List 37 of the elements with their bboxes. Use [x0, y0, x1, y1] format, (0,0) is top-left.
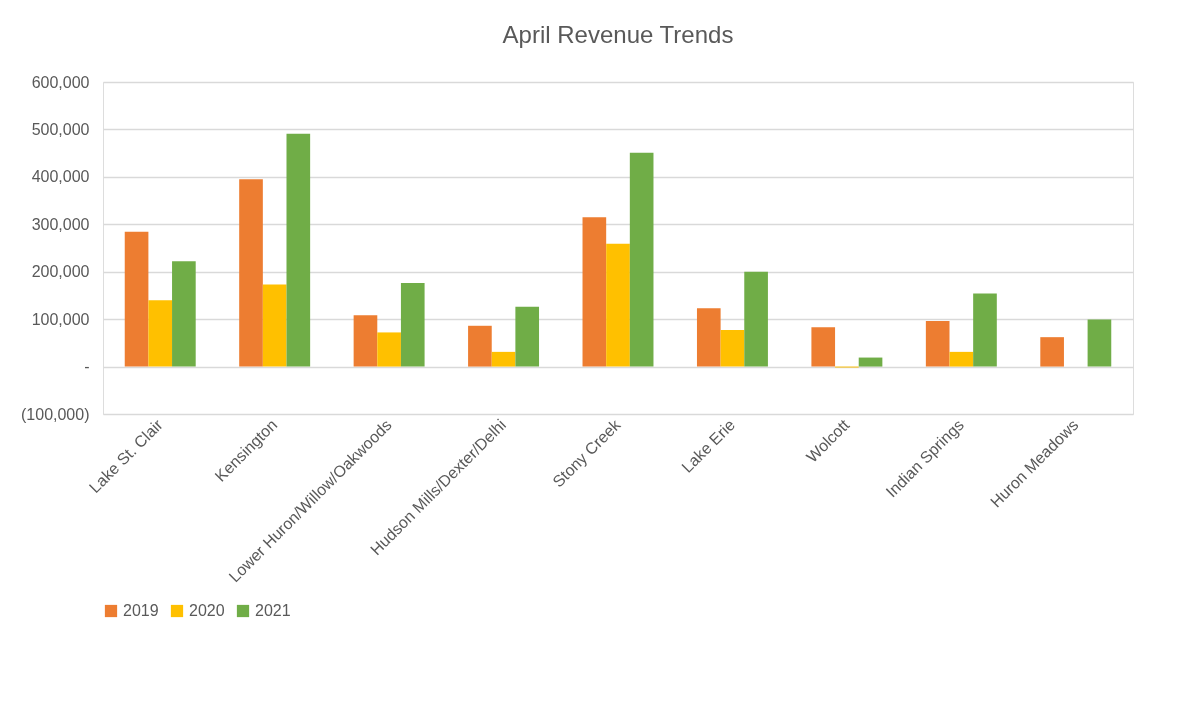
- bar: [1087, 319, 1112, 367]
- legend-label: 2019: [123, 602, 159, 619]
- bar: [172, 261, 196, 367]
- legend-label: 2021: [255, 602, 291, 619]
- bar: [515, 306, 540, 367]
- bar: [720, 330, 745, 367]
- bar: [629, 152, 654, 367]
- bar: [744, 271, 768, 367]
- bar: [262, 284, 287, 367]
- chart-title: April Revenue Trends: [502, 21, 734, 48]
- bar: [1040, 337, 1064, 367]
- bar: [973, 293, 997, 367]
- bar: [696, 308, 721, 367]
- y-tick-label: 600,000: [31, 73, 90, 91]
- legend-label: 2020: [189, 602, 225, 619]
- bar: [468, 325, 492, 367]
- bar: [582, 217, 607, 367]
- bar: [858, 357, 883, 367]
- y-tick-label: 100,000: [31, 310, 90, 328]
- bar: [353, 315, 378, 367]
- bar: [286, 133, 311, 367]
- y-tick-label: (100,000): [21, 405, 90, 423]
- y-tick-label: 200,000: [31, 263, 90, 281]
- bar: [491, 351, 516, 367]
- y-tick-label: -: [84, 358, 90, 376]
- y-tick-label: 300,000: [31, 215, 90, 233]
- bar: [124, 231, 149, 367]
- y-tick-label: 500,000: [31, 120, 90, 138]
- bar: [811, 327, 836, 367]
- bar: [239, 179, 263, 367]
- y-tick-label: 400,000: [31, 168, 90, 186]
- bar: [377, 332, 401, 367]
- bar: [400, 283, 425, 367]
- bar: [148, 300, 173, 367]
- bar: [925, 321, 950, 367]
- bar: [606, 243, 630, 367]
- bar: [949, 351, 974, 367]
